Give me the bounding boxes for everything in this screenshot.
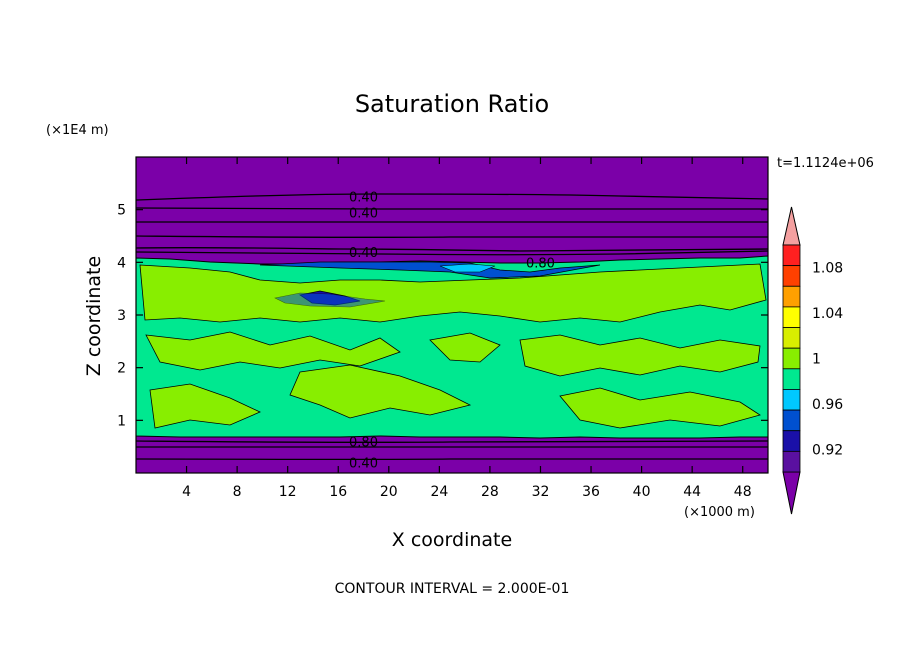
contour-label: 0.40 [349,206,378,221]
x-axis-label: X coordinate [392,529,512,551]
colorbar: 0.92 0.96 1 1.04 1.08 [782,206,843,515]
colorbar-tick-label: 0.92 [812,442,843,458]
x-tick-label: 20 [380,484,398,500]
colorbar-tick-label: 1 [812,352,821,368]
y-tick-label: 3 [117,308,126,324]
colorbar-tick-label: 0.96 [812,397,843,413]
x-tick-label: 24 [430,484,448,500]
x-unit-label: (×1000 m) [684,505,755,520]
colorbar-segment [782,347,801,370]
colorbar-segment [782,389,801,411]
x-tick-label: 32 [532,484,550,500]
x-tick-label: 28 [481,484,499,500]
dry-streak [259,261,601,279]
x-tick-label: 48 [734,484,752,500]
y-tick-label: 2 [117,361,126,377]
colorbar-segment [782,409,801,432]
y-axis-label: Z coordinate [83,256,105,376]
supersaturated-patches [139,263,767,429]
x-tick-label: 16 [329,484,347,500]
contour-label: 0.40 [349,246,378,261]
y-tick-label: 1 [117,413,126,429]
contour-label: 0.40 [349,191,378,206]
chart-title: Saturation Ratio [355,90,549,118]
colorbar-tick-label: 1.08 [812,261,843,277]
colorbar-segment [782,368,801,390]
x-tick-label: 12 [279,484,297,500]
contour-labels: 0.400.400.400.800.800.40 [349,191,555,472]
contour-label: 0.40 [349,456,378,471]
light-streak [439,263,496,273]
contour-label: 0.80 [526,256,555,271]
y-tick-label: 5 [117,203,126,219]
colorbar-tick-label: 1.04 [812,306,843,322]
x-tick-label: 8 [233,484,242,500]
x-tick-label: 44 [683,484,701,500]
y-unit-label: (×1E4 m) [46,123,109,138]
colorbar-segment [782,265,801,287]
contour-lines [136,193,768,461]
y-tick-label: 4 [117,255,126,271]
x-tick-label: 40 [633,484,651,500]
colorbar-segment [782,430,801,452]
colorbar-under-arrow [782,471,801,515]
colorbar-over-arrow [782,206,801,246]
x-tick-label: 36 [582,484,600,500]
colorbar-segment [782,285,801,308]
contour-interval-note: CONTOUR INTERVAL = 2.000E-01 [335,581,570,597]
x-axis-ticks: 4 8 12 16 20 24 28 32 36 40 44 48 [182,157,752,500]
colorbar-segment [782,306,801,328]
contour-label: 0.80 [349,435,378,450]
y-axis-ticks: 1 2 3 4 5 [117,203,768,429]
x-tick-label: 4 [182,484,191,500]
colorbar-segment [782,450,801,473]
dry-pocket-edge [274,292,386,308]
plot-area [136,157,768,473]
colorbar-segment [782,244,801,267]
colorbar-segment [782,327,801,349]
time-label: t=1.1124e+06 [777,156,874,171]
